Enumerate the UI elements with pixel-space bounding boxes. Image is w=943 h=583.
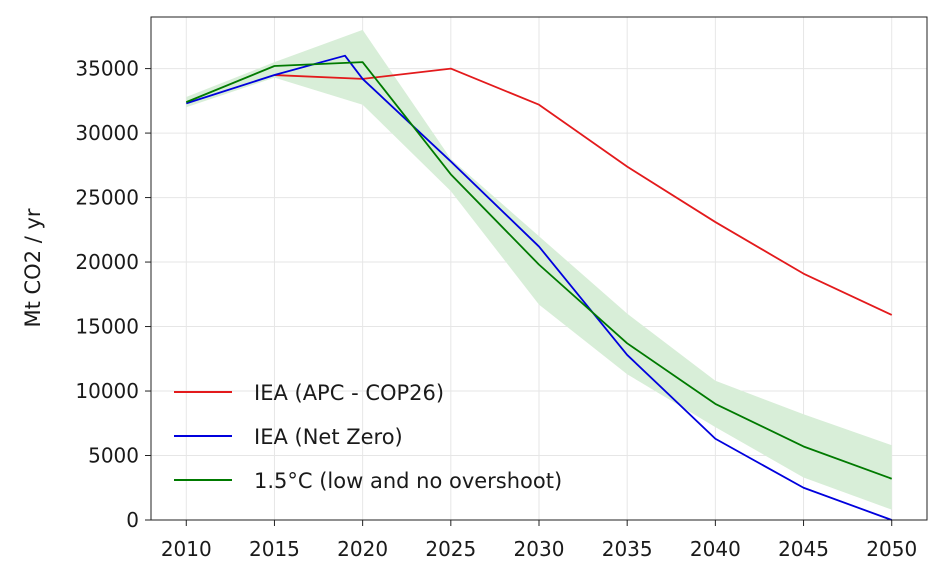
series-band-2 [186, 29, 892, 510]
x-tick-label: 2035 [602, 537, 653, 561]
y-tick-label: 35000 [75, 57, 139, 81]
x-tick-label: 2030 [514, 537, 565, 561]
y-tick-label: 0 [126, 508, 139, 532]
x-tick-label: 2045 [778, 537, 829, 561]
series-line-1 [185, 54, 893, 521]
y-tick-label: 20000 [75, 250, 139, 274]
axis-ticks [145, 68, 893, 526]
y-tick-label: 25000 [75, 186, 139, 210]
legend-label-0: IEA (APC - COP26) [254, 381, 444, 405]
legend-label-2: 1.5°C (low and no overshoot) [254, 469, 562, 493]
y-axis-title: Mt CO2 / yr [21, 208, 45, 327]
x-tick-label: 2020 [337, 537, 388, 561]
y-tick-label: 10000 [75, 379, 139, 403]
x-tick-label: 2025 [425, 537, 476, 561]
y-tick-label: 15000 [75, 315, 139, 339]
legend: IEA (APC - COP26) IEA (Net Zero) 1.5°C (lo… [174, 381, 562, 493]
series-lines [185, 54, 893, 521]
x-tick-label: 2010 [161, 537, 212, 561]
x-tick-label: 2040 [690, 537, 741, 561]
y-tick-labels: 0 5000 10000 15000 20000 25000 30000 35000 [75, 57, 139, 532]
x-tick-labels: 2010 2015 2020 2025 2030 2035 2040 2045 2050 [161, 537, 917, 561]
x-tick-label: 2050 [866, 537, 917, 561]
legend-label-1: IEA (Net Zero) [254, 425, 403, 449]
y-tick-label: 5000 [88, 444, 139, 468]
series-line-0 [274, 67, 893, 316]
uncertainty-bands [186, 29, 892, 510]
y-tick-label: 30000 [75, 121, 139, 145]
series-line-2 [185, 61, 893, 480]
x-tick-label: 2015 [249, 537, 300, 561]
